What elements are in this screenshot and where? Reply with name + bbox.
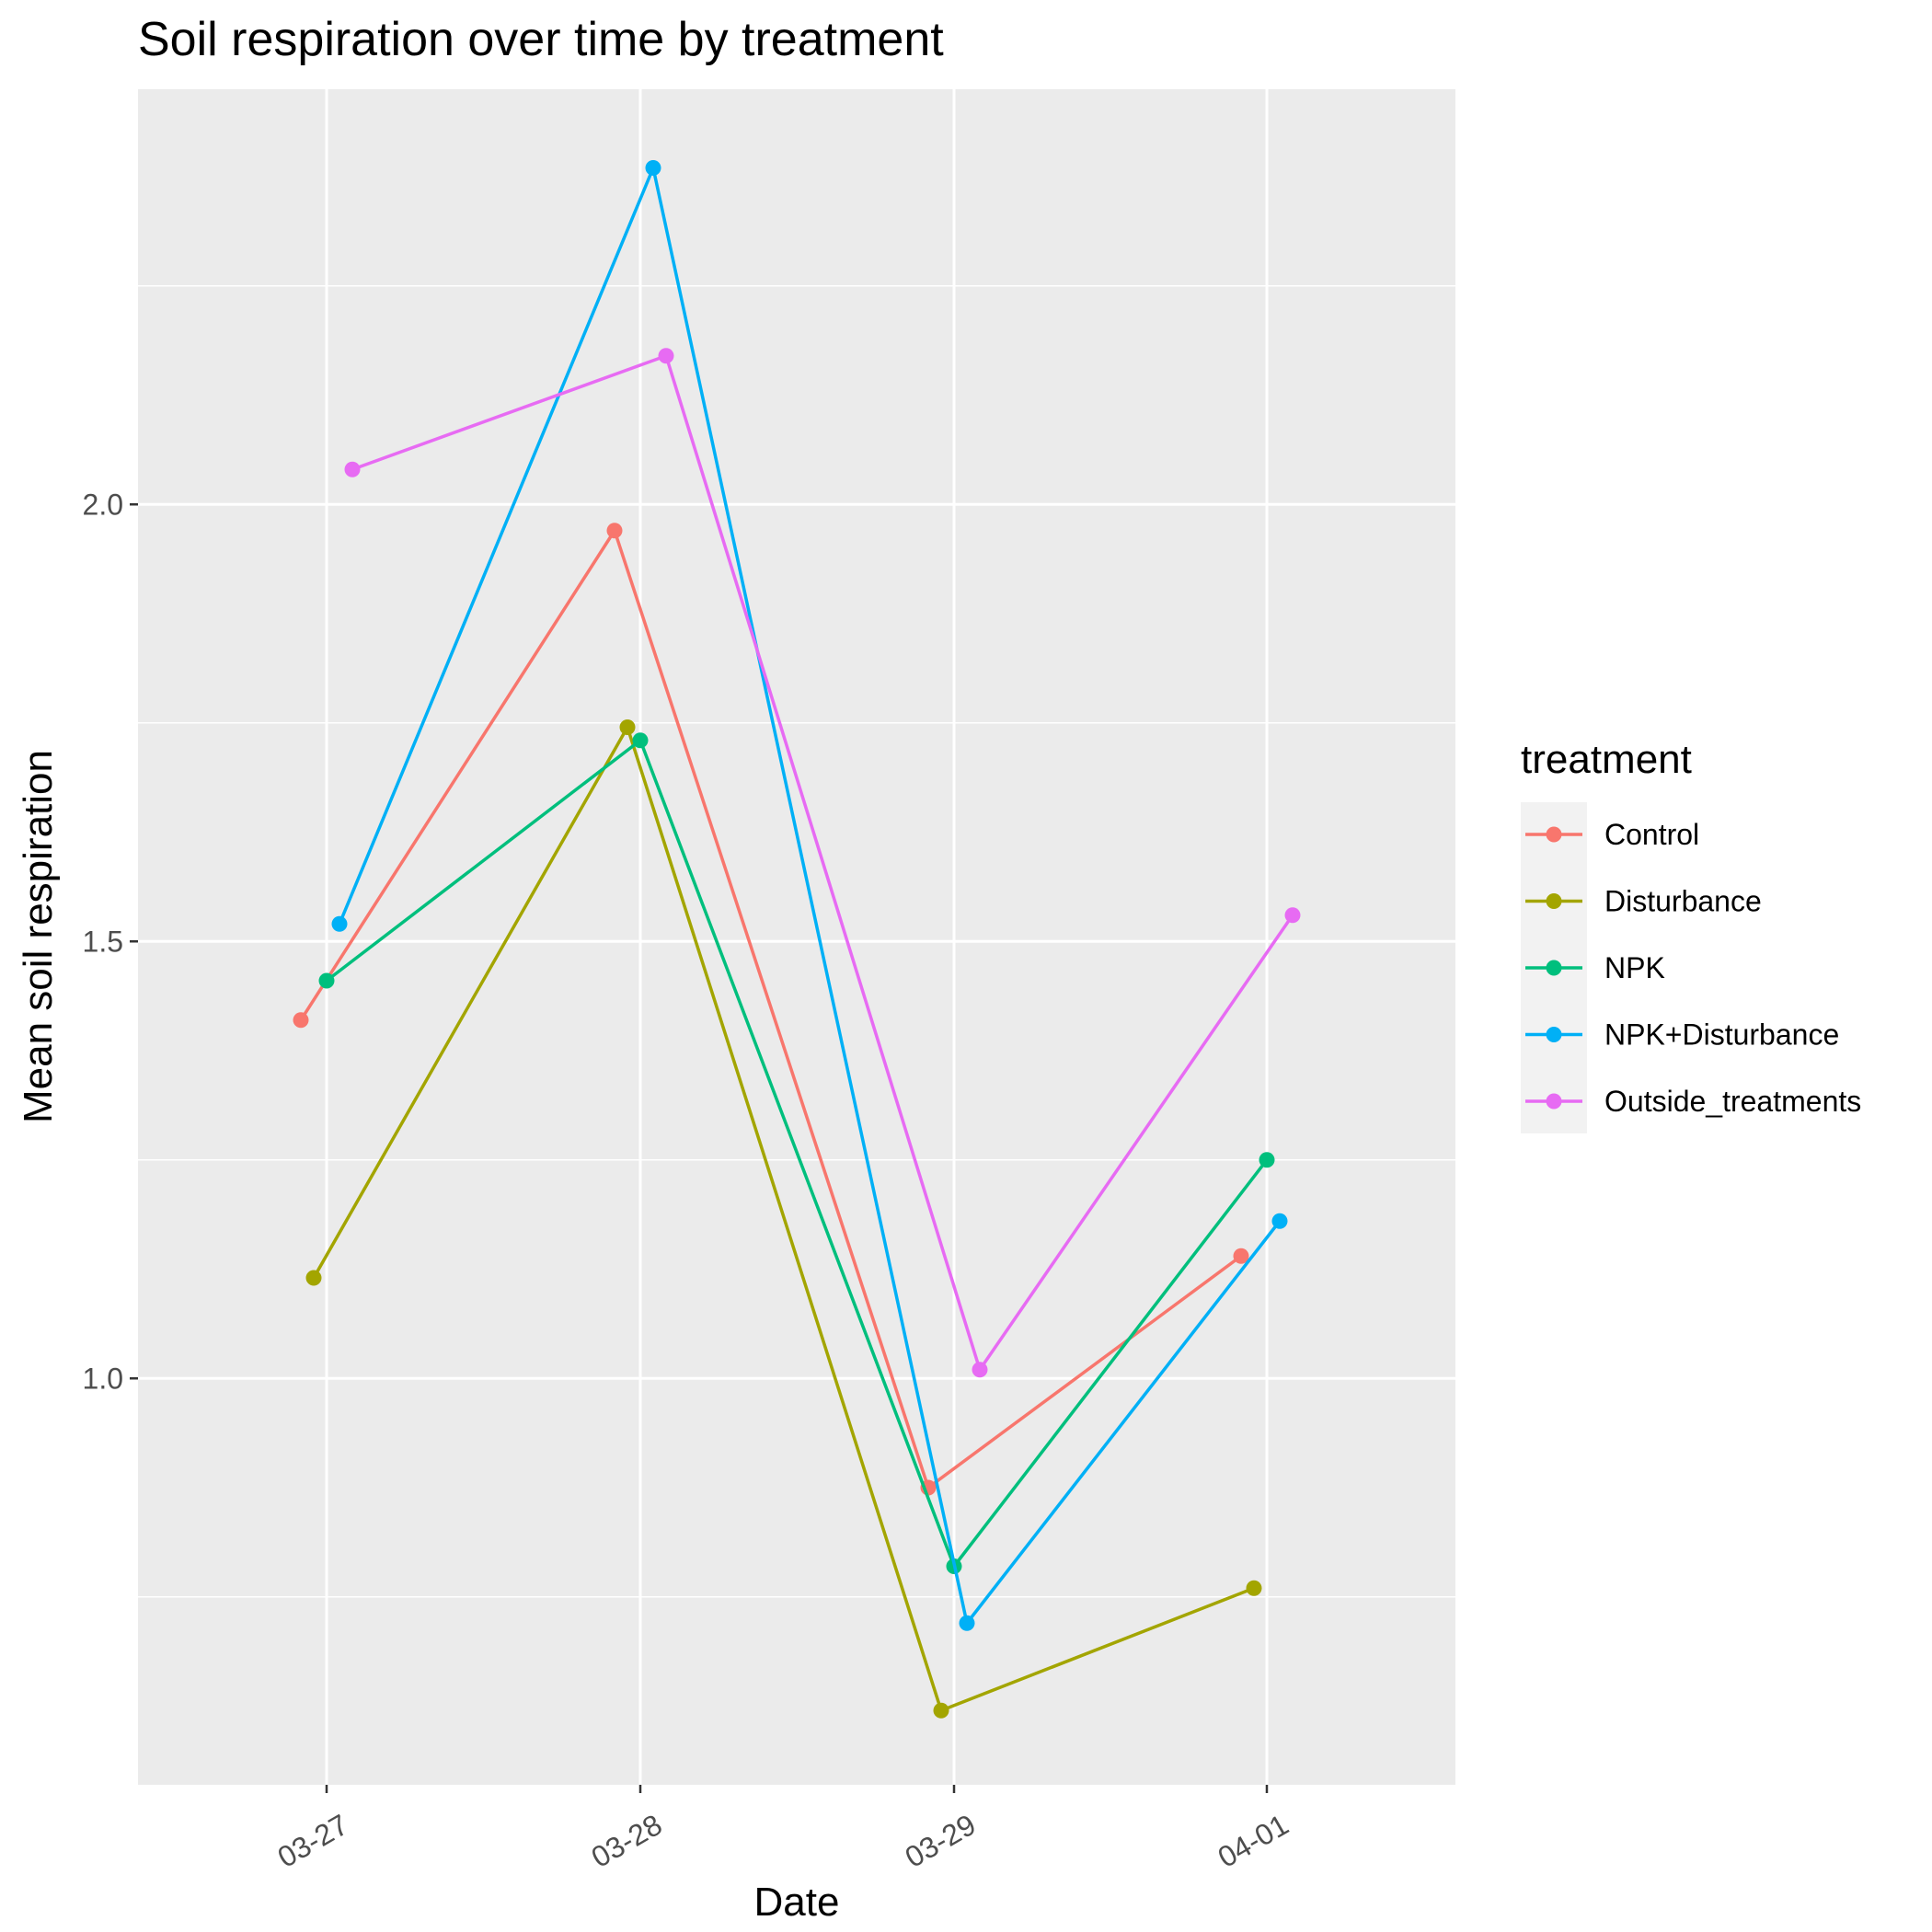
chart-title: Soil respiration over time by treatment [138, 13, 944, 66]
legend-label: NPK+Disturbance [1604, 1018, 1839, 1052]
legend-key-point [1546, 893, 1562, 909]
legend-item: NPK+Disturbance [1525, 1018, 1839, 1052]
y-axis-title: Mean soil respiration [16, 750, 61, 1123]
x-axis-title: Date [754, 1880, 840, 1925]
series-line [325, 739, 1269, 1569]
series-line [351, 354, 1294, 1372]
data-point [1246, 1580, 1262, 1596]
legend-key-point [1546, 1027, 1562, 1042]
data-point [331, 915, 348, 932]
legend-item: NPK [1525, 951, 1665, 984]
x-tick-label: 03-27 [272, 1808, 354, 1874]
plot-panel [138, 89, 1455, 1785]
data-point [344, 461, 361, 477]
data-point [1271, 1213, 1288, 1229]
data-point [1284, 907, 1301, 924]
data-point [619, 719, 636, 735]
legend-label: Outside_treatments [1604, 1085, 1861, 1118]
data-point [293, 1012, 309, 1029]
y-tick-label: 1.0 [83, 1362, 123, 1395]
data-point [658, 348, 674, 364]
legend: treatment Control Disturbance NPK NPK+Distu… [1521, 737, 1861, 1133]
y-tick-label: 2.0 [83, 488, 123, 521]
major-gridlines [138, 89, 1455, 1785]
series-line [299, 529, 1243, 1489]
series-line [312, 725, 1255, 1712]
legend-label: Control [1604, 818, 1699, 851]
data-point [933, 1702, 949, 1719]
data-point [632, 732, 649, 749]
data-point [305, 1270, 322, 1286]
data-point [606, 523, 623, 539]
data-point [959, 1615, 975, 1631]
legend-item: Control [1525, 818, 1699, 851]
legend-label: Disturbance [1604, 885, 1762, 918]
legend-key-point [1546, 960, 1562, 976]
legend-item: Outside_treatments [1525, 1085, 1861, 1118]
series-layer [293, 160, 1301, 1719]
legend-label: NPK [1604, 951, 1665, 984]
data-point [1233, 1248, 1249, 1264]
legend-key-point [1546, 1093, 1562, 1110]
series-line [338, 166, 1282, 1625]
data-point [645, 160, 661, 176]
y-tick-label: 1.5 [83, 925, 123, 958]
data-point [1259, 1152, 1275, 1168]
data-point [972, 1362, 988, 1378]
legend-title: treatment [1521, 737, 1692, 782]
legend-item: Disturbance [1525, 885, 1762, 918]
x-tick-label: 04-01 [1213, 1808, 1294, 1874]
data-point [318, 972, 335, 989]
x-tick-label: 03-29 [900, 1808, 982, 1874]
legend-key-point [1546, 826, 1562, 843]
x-tick-label: 03-28 [586, 1808, 668, 1874]
